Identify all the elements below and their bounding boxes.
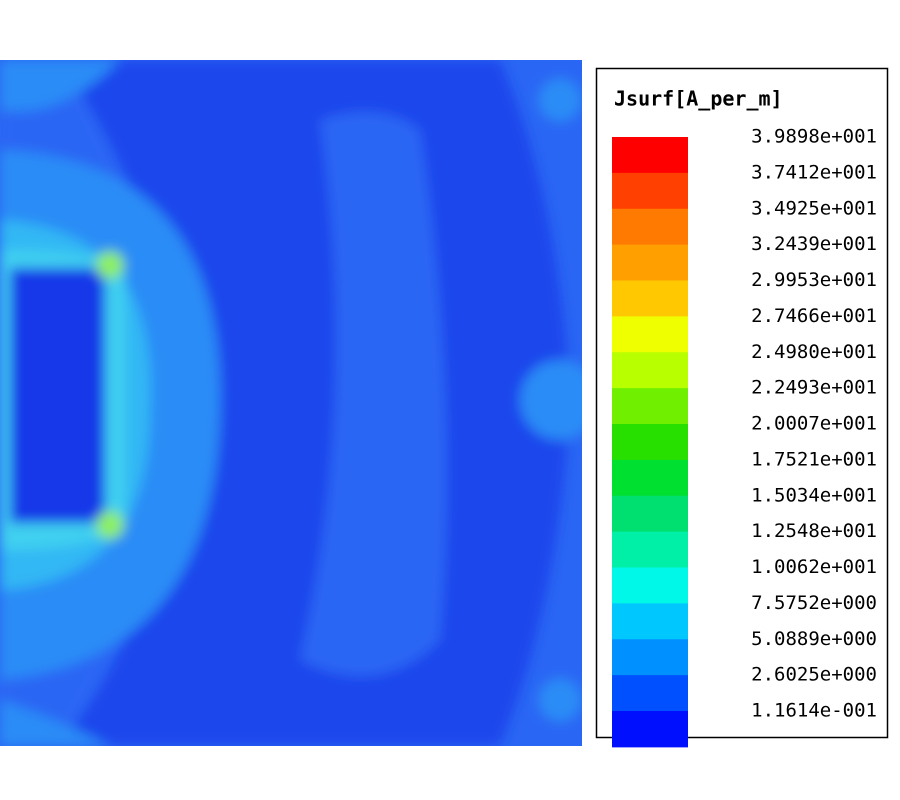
legend-swatch xyxy=(612,316,688,353)
legend-swatch xyxy=(612,711,688,748)
legend-label: 5.0889e+000 xyxy=(751,628,877,650)
legend-swatch xyxy=(612,675,688,712)
legend-label: 1.5034e+001 xyxy=(751,484,877,506)
legend-label: 1.1614e-001 xyxy=(751,700,877,722)
legend-label: 3.2439e+001 xyxy=(751,233,877,255)
legend-swatch xyxy=(612,639,688,676)
legend-swatch xyxy=(612,603,688,640)
legend-swatch xyxy=(612,208,688,246)
legend-label: 3.9898e+001 xyxy=(751,126,877,148)
legend-title: Jsurf[A_per_m] xyxy=(614,87,783,111)
legend-swatch xyxy=(612,137,688,174)
legend-label: 1.7521e+001 xyxy=(751,448,877,470)
legend-label: 1.0062e+001 xyxy=(751,556,877,578)
legend-swatch xyxy=(612,172,688,210)
legend-swatch xyxy=(612,352,688,389)
legend-swatch xyxy=(612,424,688,461)
legend-swatch xyxy=(612,244,688,281)
legend-label: 7.5752e+000 xyxy=(751,592,877,614)
legend-swatch xyxy=(612,531,688,568)
field-contours xyxy=(0,60,582,746)
legend-label: 1.2548e+001 xyxy=(751,520,877,542)
legend-label: 2.6025e+000 xyxy=(751,664,877,686)
legend-swatch xyxy=(612,495,688,533)
legend-label: 2.9953e+001 xyxy=(751,269,877,291)
legend-label: 2.0007e+001 xyxy=(751,413,877,435)
legend-label: 3.4925e+001 xyxy=(751,197,877,219)
legend-swatch xyxy=(612,280,688,317)
field-plot xyxy=(0,60,582,746)
legend-label: 3.7412e+001 xyxy=(751,161,877,183)
legend-swatch xyxy=(612,459,688,497)
legend-swatch xyxy=(612,567,688,604)
legend-swatch xyxy=(612,388,688,425)
legend-label: 2.7466e+001 xyxy=(751,305,877,327)
legend: 3.9898e+001 3.7412e+001 3.4925e+001 3.2439e… xyxy=(612,126,877,748)
legend-label: 2.2493e+001 xyxy=(751,377,877,399)
legend-label: 2.4980e+001 xyxy=(751,341,877,363)
